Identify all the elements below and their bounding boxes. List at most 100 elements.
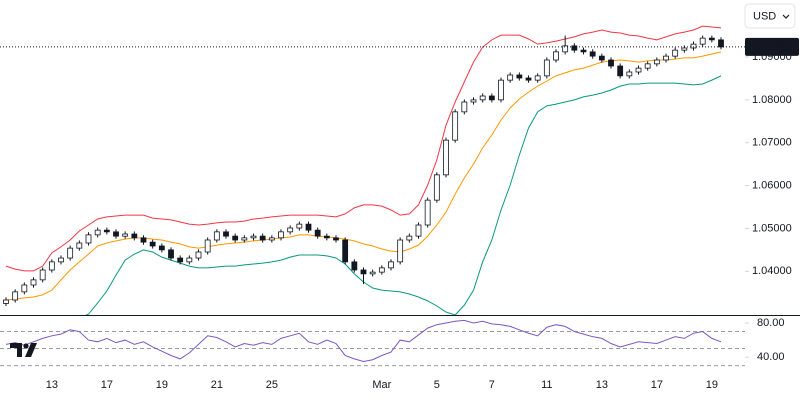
- candle-body: [470, 99, 477, 103]
- candle-body: [259, 235, 266, 241]
- logo-t: [10, 343, 22, 357]
- candle-body: [12, 291, 19, 301]
- y-tick-label: 40.00: [757, 351, 785, 363]
- candle-body: [250, 235, 257, 239]
- x-tick-label: 19: [706, 379, 718, 391]
- candle-body: [131, 233, 138, 239]
- candle-body: [608, 59, 614, 67]
- candle-body: [672, 49, 679, 57]
- currency-selector[interactable]: USD: [744, 3, 796, 29]
- candle-body: [626, 71, 633, 77]
- candle-body: [323, 235, 330, 239]
- candle-body: [653, 59, 660, 65]
- candle-body: [369, 271, 376, 275]
- candle-body: [415, 224, 422, 237]
- candle-body: [268, 237, 275, 241]
- candle-body: [58, 257, 64, 263]
- candle-body: [378, 267, 385, 273]
- candle-body: [113, 231, 119, 237]
- candle-body: [48, 261, 55, 271]
- candle-body: [708, 37, 715, 41]
- x-tick-label: 19: [156, 379, 168, 391]
- candle-body: [204, 239, 211, 253]
- y-tick-label: 1.06000: [752, 179, 792, 191]
- last-price-label: 1.09235: [752, 41, 792, 53]
- y-tick-label: 1.05000: [752, 222, 792, 234]
- candle-body: [443, 139, 449, 176]
- y-tick-label: 80.00: [757, 317, 785, 329]
- candle-body: [580, 49, 587, 53]
- candle-body: [195, 251, 202, 259]
- logo-dot: [23, 343, 29, 349]
- last-price-tag: [745, 37, 799, 56]
- candle-body: [433, 174, 440, 201]
- candle-body: [305, 223, 312, 231]
- rsi-pane: [0, 319, 745, 367]
- candle-body: [158, 245, 165, 251]
- candle-body: [278, 231, 284, 239]
- currency-button[interactable]: [744, 3, 796, 29]
- candle-body: [479, 95, 486, 101]
- candle-body: [213, 231, 220, 241]
- candle-body: [223, 231, 229, 237]
- candle-body: [103, 229, 110, 233]
- candle-body: [177, 257, 184, 263]
- y-tick-label: 1.07000: [752, 137, 792, 149]
- candle-body: [718, 39, 724, 48]
- candle-body: [681, 47, 688, 51]
- x-tick-label: 13: [596, 379, 608, 391]
- candle-body: [388, 261, 394, 269]
- price-pane: [0, 25, 745, 315]
- candle-body: [39, 269, 46, 281]
- candle-body: [232, 235, 239, 241]
- candle-body: [516, 74, 523, 79]
- candle-body: [30, 279, 37, 286]
- y-tick-label: 1.08000: [752, 94, 792, 106]
- candle-body: [122, 233, 129, 237]
- candle-body: [543, 59, 550, 77]
- candle-body: [94, 229, 101, 236]
- candle-body: [287, 227, 294, 233]
- axes: 1.040001.050001.060001.070001.080001.090…: [46, 37, 799, 391]
- candle-body: [360, 269, 367, 275]
- candle-body: [690, 43, 697, 49]
- candle-body: [186, 257, 193, 263]
- candle-body: [635, 67, 642, 73]
- rsi-line: [5, 319, 722, 362]
- candle-body: [314, 229, 321, 237]
- logo: [10, 343, 37, 357]
- x-tick-label: 7: [489, 379, 495, 391]
- candle-body: [424, 199, 431, 226]
- x-tick-label: 17: [101, 379, 113, 391]
- x-tick-label: 21: [211, 379, 223, 391]
- candle-body: [461, 101, 468, 113]
- candle-body: [76, 242, 83, 249]
- candle-body: [333, 237, 339, 241]
- candle-body: [498, 79, 504, 101]
- candle-body: [562, 45, 569, 53]
- candle-body: [571, 45, 578, 51]
- candle-body: [644, 63, 651, 69]
- candle-body: [589, 51, 596, 57]
- candle-body: [534, 75, 541, 81]
- candle-body: [507, 74, 514, 81]
- band-line: [5, 25, 722, 272]
- candle-body: [452, 111, 459, 141]
- x-tick-label: 17: [651, 379, 663, 391]
- currency-label[interactable]: USD: [753, 10, 776, 22]
- x-tick-label: 11: [541, 379, 552, 391]
- candle-body: [397, 239, 404, 263]
- candle-body: [342, 239, 349, 263]
- candle-body: [67, 247, 74, 259]
- candle-body: [241, 237, 248, 241]
- candle-body: [525, 77, 532, 81]
- candle-body: [149, 241, 156, 247]
- y-tick-label: 1.04000: [752, 265, 792, 277]
- candle-body: [351, 261, 358, 271]
- candle-body: [553, 51, 559, 61]
- logo-v: [25, 343, 37, 357]
- candle-body: [21, 284, 28, 293]
- dropdown-chevron[interactable]: [782, 14, 790, 19]
